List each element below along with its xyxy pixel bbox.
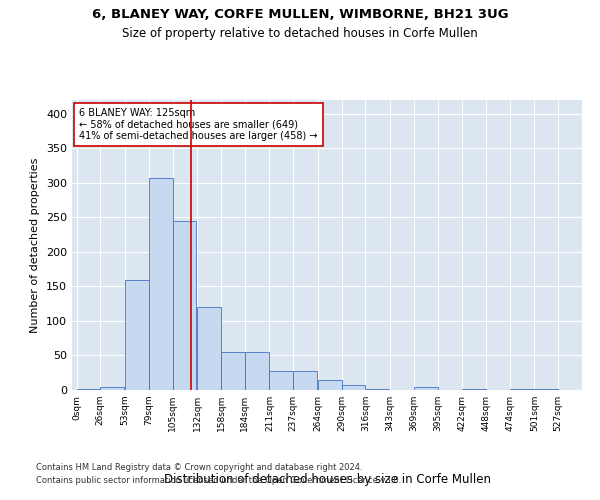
Text: Size of property relative to detached houses in Corfe Mullen: Size of property relative to detached ho… <box>122 28 478 40</box>
Bar <box>510 388 533 390</box>
Bar <box>293 372 317 390</box>
Bar <box>269 372 293 390</box>
Y-axis label: Number of detached properties: Number of detached properties <box>31 158 40 332</box>
Bar <box>318 380 341 390</box>
Bar <box>173 221 196 390</box>
Bar <box>125 280 149 390</box>
Bar <box>414 386 437 390</box>
Text: Contains public sector information licensed under the Open Government Licence v3: Contains public sector information licen… <box>36 476 401 485</box>
Bar <box>245 352 269 390</box>
Bar <box>197 307 221 390</box>
Bar <box>221 352 245 390</box>
Text: 6, BLANEY WAY, CORFE MULLEN, WIMBORNE, BH21 3UG: 6, BLANEY WAY, CORFE MULLEN, WIMBORNE, B… <box>92 8 508 20</box>
X-axis label: Distribution of detached houses by size in Corfe Mullen: Distribution of detached houses by size … <box>163 473 491 486</box>
Bar <box>341 385 365 390</box>
Bar <box>77 388 100 390</box>
Bar <box>365 388 389 390</box>
Text: 6 BLANEY WAY: 125sqm
← 58% of detached houses are smaller (649)
41% of semi-deta: 6 BLANEY WAY: 125sqm ← 58% of detached h… <box>79 108 318 142</box>
Text: Contains HM Land Registry data © Crown copyright and database right 2024.: Contains HM Land Registry data © Crown c… <box>36 462 362 471</box>
Bar <box>149 178 173 390</box>
Bar <box>535 388 558 390</box>
Bar <box>462 388 486 390</box>
Bar <box>100 386 124 390</box>
